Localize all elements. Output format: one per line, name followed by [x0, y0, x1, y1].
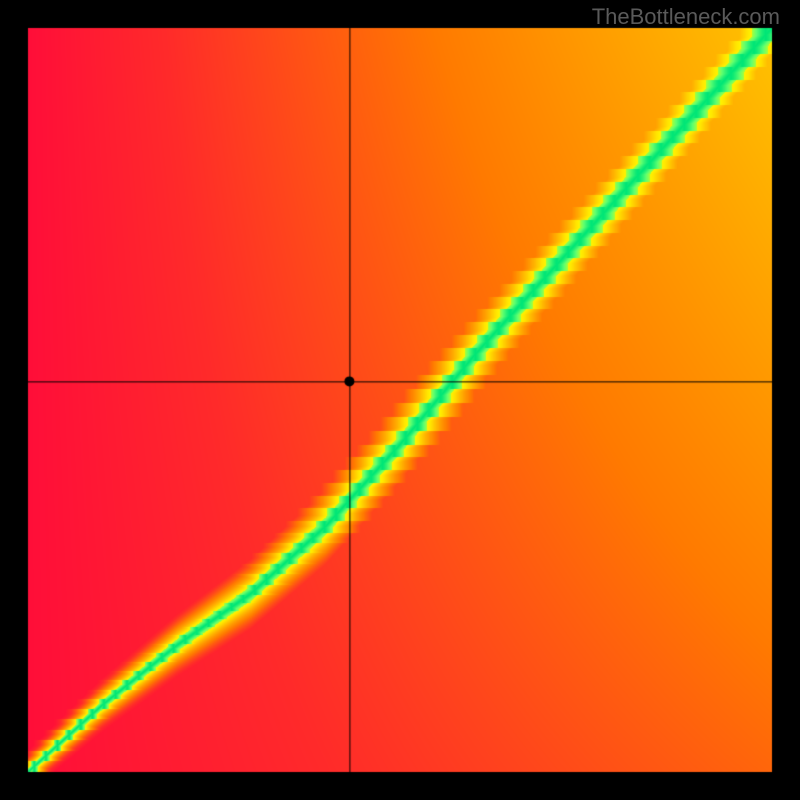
watermark-text: TheBottleneck.com: [592, 4, 780, 30]
bottleneck-heatmap: [0, 0, 800, 800]
